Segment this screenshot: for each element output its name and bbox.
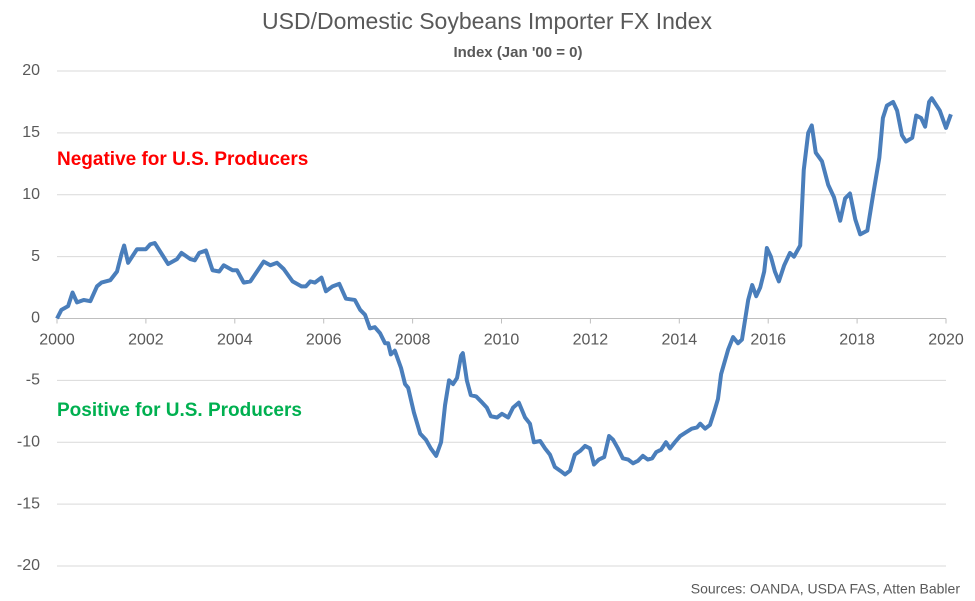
y-tick-label: 5 xyxy=(31,248,40,265)
y-tick-label: -5 xyxy=(26,372,40,389)
chart-title: USD/Domestic Soybeans Importer FX Index xyxy=(262,8,712,34)
chart-subtitle: Index (Jan '00 = 0) xyxy=(453,44,582,61)
y-tick-label: -15 xyxy=(17,495,40,512)
x-tick-label: 2008 xyxy=(395,332,431,349)
x-tick-label: 2006 xyxy=(306,332,342,349)
x-tick-label: 2014 xyxy=(662,332,698,349)
x-tick-label: 2002 xyxy=(128,332,164,349)
x-tick-label: 2000 xyxy=(39,332,75,349)
y-tick-label: 0 xyxy=(31,310,40,327)
y-tick-label: -10 xyxy=(17,433,40,450)
y-tick-label: -20 xyxy=(17,557,40,574)
y-tick-label: 10 xyxy=(22,186,40,203)
y-tick-label: 15 xyxy=(22,124,40,141)
source-note: Sources: OANDA, USDA FAS, Atten Babler xyxy=(691,581,961,597)
annotation: Positive for U.S. Producers xyxy=(57,400,302,421)
x-tick-label: 2010 xyxy=(484,332,520,349)
annotation: Negative for U.S. Producers xyxy=(57,149,308,170)
x-tick-label: 2020 xyxy=(928,332,964,349)
data-line xyxy=(55,96,953,477)
x-tick-label: 2012 xyxy=(573,332,609,349)
x-tick-label: 2018 xyxy=(839,332,875,349)
x-tick-label: 2004 xyxy=(217,332,253,349)
y-tick-label: 20 xyxy=(22,62,40,79)
x-tick-label: 2016 xyxy=(750,332,786,349)
